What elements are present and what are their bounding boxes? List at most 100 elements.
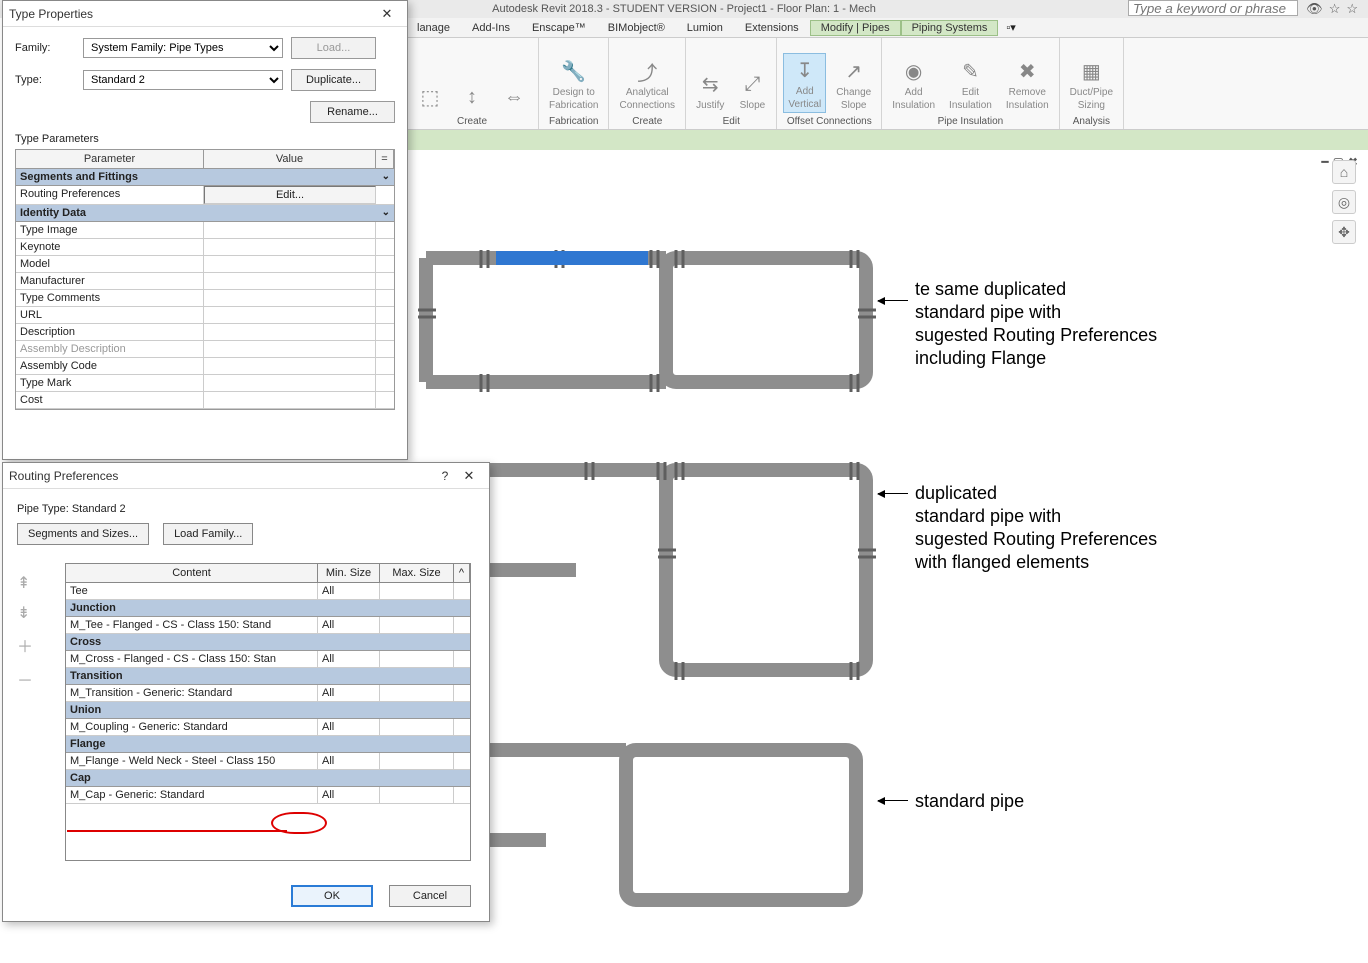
cancel-button[interactable]: Cancel	[389, 885, 471, 907]
ribbon-button[interactable]: ⤴AnalyticalConnections	[615, 55, 679, 113]
param-value[interactable]	[204, 273, 376, 289]
param-value[interactable]	[204, 307, 376, 323]
routing-max[interactable]	[380, 617, 454, 633]
menu-lumion[interactable]: Lumion	[676, 20, 734, 36]
menu-bimobject[interactable]: BIMobject®	[597, 20, 676, 36]
param-row[interactable]: Type Comments	[16, 290, 394, 307]
routing-row[interactable]: TeeAll	[66, 583, 470, 600]
move-up-icon[interactable]: ⇞	[17, 573, 33, 593]
routing-max[interactable]	[380, 787, 454, 803]
star-icon[interactable]: ☆	[1329, 0, 1341, 18]
ribbon-button[interactable]: 🔧Design toFabrication	[545, 55, 602, 113]
menu-modify-pipes[interactable]: Modify | Pipes	[810, 20, 901, 36]
param-row[interactable]: Routing PreferencesEdit...	[16, 186, 394, 205]
star-icon-2[interactable]: ☆	[1346, 0, 1358, 18]
param-section-header[interactable]: Segments and Fittings⌄	[16, 169, 394, 186]
param-row[interactable]: Model	[16, 256, 394, 273]
ribbon-button[interactable]: ✎EditInsulation	[945, 55, 996, 113]
routing-row[interactable]: M_Coupling - Generic: StandardAll	[66, 719, 470, 736]
chevron-down-icon[interactable]: ⌄	[382, 171, 390, 182]
routing-section-header[interactable]: Cap	[66, 770, 470, 787]
rename-button[interactable]: Rename...	[310, 101, 395, 123]
nav-home-icon[interactable]: ⌂	[1332, 160, 1356, 184]
search-input[interactable]	[1128, 0, 1298, 16]
param-row[interactable]: Cost	[16, 392, 394, 409]
menu-addins[interactable]: Add-Ins	[461, 20, 521, 36]
ribbon-button[interactable]: ▦Duct/PipeSizing	[1066, 55, 1117, 113]
param-row[interactable]: Manufacturer	[16, 273, 394, 290]
load-family-button[interactable]: Load Family...	[163, 523, 253, 545]
dialog-titlebar[interactable]: Routing Preferences ? ✕	[3, 463, 489, 489]
routing-section-header[interactable]: Flange	[66, 736, 470, 753]
menu-manage[interactable]: lanage	[406, 20, 461, 36]
family-select[interactable]: System Family: Pipe Types	[83, 38, 283, 58]
routing-row[interactable]: M_Cap - Generic: StandardAll	[66, 787, 470, 804]
routing-min[interactable]: All	[318, 685, 380, 701]
param-value[interactable]	[204, 239, 376, 255]
routing-row[interactable]: M_Flange - Weld Neck - Steel - Class 150…	[66, 753, 470, 770]
param-row[interactable]: Description	[16, 324, 394, 341]
menu-piping-systems[interactable]: Piping Systems	[901, 20, 999, 36]
col-equals[interactable]: =	[376, 150, 394, 168]
param-section-header[interactable]: Identity Data⌄	[16, 205, 394, 222]
close-icon[interactable]: ✕	[455, 468, 483, 484]
col-content[interactable]: Content	[66, 564, 318, 582]
dialog-titlebar[interactable]: Type Properties ✕	[3, 1, 407, 27]
routing-min[interactable]: All	[318, 583, 380, 599]
param-row[interactable]: URL	[16, 307, 394, 324]
ribbon-button[interactable]: ↧AddVertical	[783, 53, 826, 113]
help-icon[interactable]: ?	[435, 469, 455, 483]
routing-section-header[interactable]: Junction	[66, 600, 470, 617]
ribbon-button[interactable]: ⇔	[496, 81, 532, 113]
routing-max[interactable]	[380, 719, 454, 735]
ribbon-button[interactable]: ⬚	[412, 81, 448, 113]
routing-min[interactable]: All	[318, 787, 380, 803]
load-button[interactable]: Load...	[291, 37, 376, 59]
param-row[interactable]: Assembly Code	[16, 358, 394, 375]
param-value[interactable]	[204, 324, 376, 340]
param-value[interactable]	[204, 341, 376, 357]
col-value[interactable]: Value	[204, 150, 376, 168]
menu-extensions[interactable]: Extensions	[734, 20, 810, 36]
segments-sizes-button[interactable]: Segments and Sizes...	[17, 523, 149, 545]
routing-min[interactable]: All	[318, 719, 380, 735]
col-scroll[interactable]: ^	[454, 564, 470, 582]
add-row-icon[interactable]: ＋	[17, 633, 33, 657]
ribbon-button[interactable]: ⤢Slope	[734, 68, 770, 113]
chevron-down-icon[interactable]: ⌄	[382, 207, 390, 218]
param-row[interactable]: Type Mark	[16, 375, 394, 392]
col-min-size[interactable]: Min. Size	[318, 564, 380, 582]
nav-pan-icon[interactable]: ✥	[1332, 220, 1356, 244]
ribbon-button[interactable]: ✖RemoveInsulation	[1002, 55, 1053, 113]
param-value[interactable]	[204, 375, 376, 391]
routing-max[interactable]	[380, 685, 454, 701]
routing-max[interactable]	[380, 583, 454, 599]
duplicate-button[interactable]: Duplicate...	[291, 69, 376, 91]
routing-row[interactable]: M_Transition - Generic: StandardAll	[66, 685, 470, 702]
col-max-size[interactable]: Max. Size	[380, 564, 454, 582]
routing-min[interactable]: All	[318, 617, 380, 633]
ribbon-button[interactable]: ◉AddInsulation	[888, 55, 939, 113]
routing-section-header[interactable]: Cross	[66, 634, 470, 651]
routing-row[interactable]: M_Cross - Flanged - CS - Class 150: Stan…	[66, 651, 470, 668]
menu-overflow-icon[interactable]: ▫▾	[998, 19, 1023, 36]
param-value[interactable]	[204, 290, 376, 306]
col-parameter[interactable]: Parameter	[16, 150, 204, 168]
param-row[interactable]: Type Image	[16, 222, 394, 239]
routing-max[interactable]	[380, 753, 454, 769]
ok-button[interactable]: OK	[291, 885, 373, 907]
param-value[interactable]: Edit...	[204, 186, 376, 204]
param-value[interactable]	[204, 222, 376, 238]
routing-section-header[interactable]: Union	[66, 702, 470, 719]
remove-row-icon[interactable]: －	[17, 667, 33, 691]
param-value[interactable]	[204, 392, 376, 408]
routing-min[interactable]: All	[318, 651, 380, 667]
param-value[interactable]	[204, 256, 376, 272]
binoculars-icon[interactable]: 👁	[1306, 0, 1323, 18]
routing-section-header[interactable]: Transition	[66, 668, 470, 685]
param-row[interactable]: Keynote	[16, 239, 394, 256]
param-value[interactable]	[204, 358, 376, 374]
move-down-icon[interactable]: ⇟	[17, 603, 33, 623]
close-icon[interactable]: ✕	[373, 6, 401, 22]
routing-row[interactable]: M_Tee - Flanged - CS - Class 150: StandA…	[66, 617, 470, 634]
